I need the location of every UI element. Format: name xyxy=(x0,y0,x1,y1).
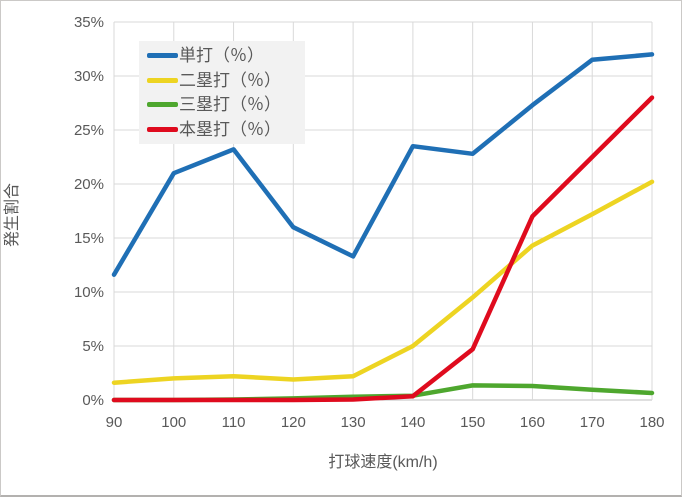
x-tick-label: 140 xyxy=(400,414,425,431)
legend-line-swatch-single xyxy=(147,52,178,58)
y-axis-title: 発生割合 xyxy=(4,183,21,248)
legend-label-double: 二塁打（％） xyxy=(179,70,281,90)
x-tick-label: 110 xyxy=(222,414,246,431)
legend-item-single: 単打（％） xyxy=(147,47,301,64)
x-tick-label: 120 xyxy=(281,414,306,431)
series-line-homerun xyxy=(111,95,655,403)
series-line-double xyxy=(111,179,655,385)
legend-line-swatch-homerun xyxy=(147,127,178,133)
legend-label-single: 単打（％） xyxy=(179,45,264,65)
x-tick-label: 100 xyxy=(161,414,186,431)
y-tick-label: 5% xyxy=(82,338,104,355)
x-tick-label: 180 xyxy=(639,414,664,431)
legend: 単打（％） 二塁打（％） 三塁打（％） 本塁打（％） xyxy=(139,41,305,144)
legend-line-swatch-triple xyxy=(147,102,178,108)
y-tick-label: 25% xyxy=(74,122,104,139)
y-tick-label: 15% xyxy=(74,230,104,247)
series-line-single xyxy=(111,52,655,277)
y-tick-label: 20% xyxy=(74,176,104,193)
x-tick-label: 90 xyxy=(106,414,123,431)
legend-line-swatch-double xyxy=(147,77,178,83)
y-tick-label: 0% xyxy=(82,392,104,409)
x-tick-label: 130 xyxy=(341,414,366,431)
y-tick-label: 10% xyxy=(74,284,104,301)
legend-label-triple: 三塁打（％） xyxy=(179,95,281,115)
x-axis-title: 打球速度(km/h) xyxy=(328,454,438,471)
y-tick-label: 35% xyxy=(74,14,104,31)
legend-label-homerun: 本塁打（％） xyxy=(179,120,281,140)
legend-item-double: 二塁打（％） xyxy=(147,72,301,89)
x-tick-label: 170 xyxy=(580,414,605,431)
legend-item-triple: 三塁打（％） xyxy=(147,96,301,113)
legend-item-homerun: 本塁打（％） xyxy=(147,121,301,138)
y-tick-label: 30% xyxy=(74,68,104,85)
x-tick-label: 150 xyxy=(460,414,485,431)
x-tick-label: 160 xyxy=(520,414,545,431)
